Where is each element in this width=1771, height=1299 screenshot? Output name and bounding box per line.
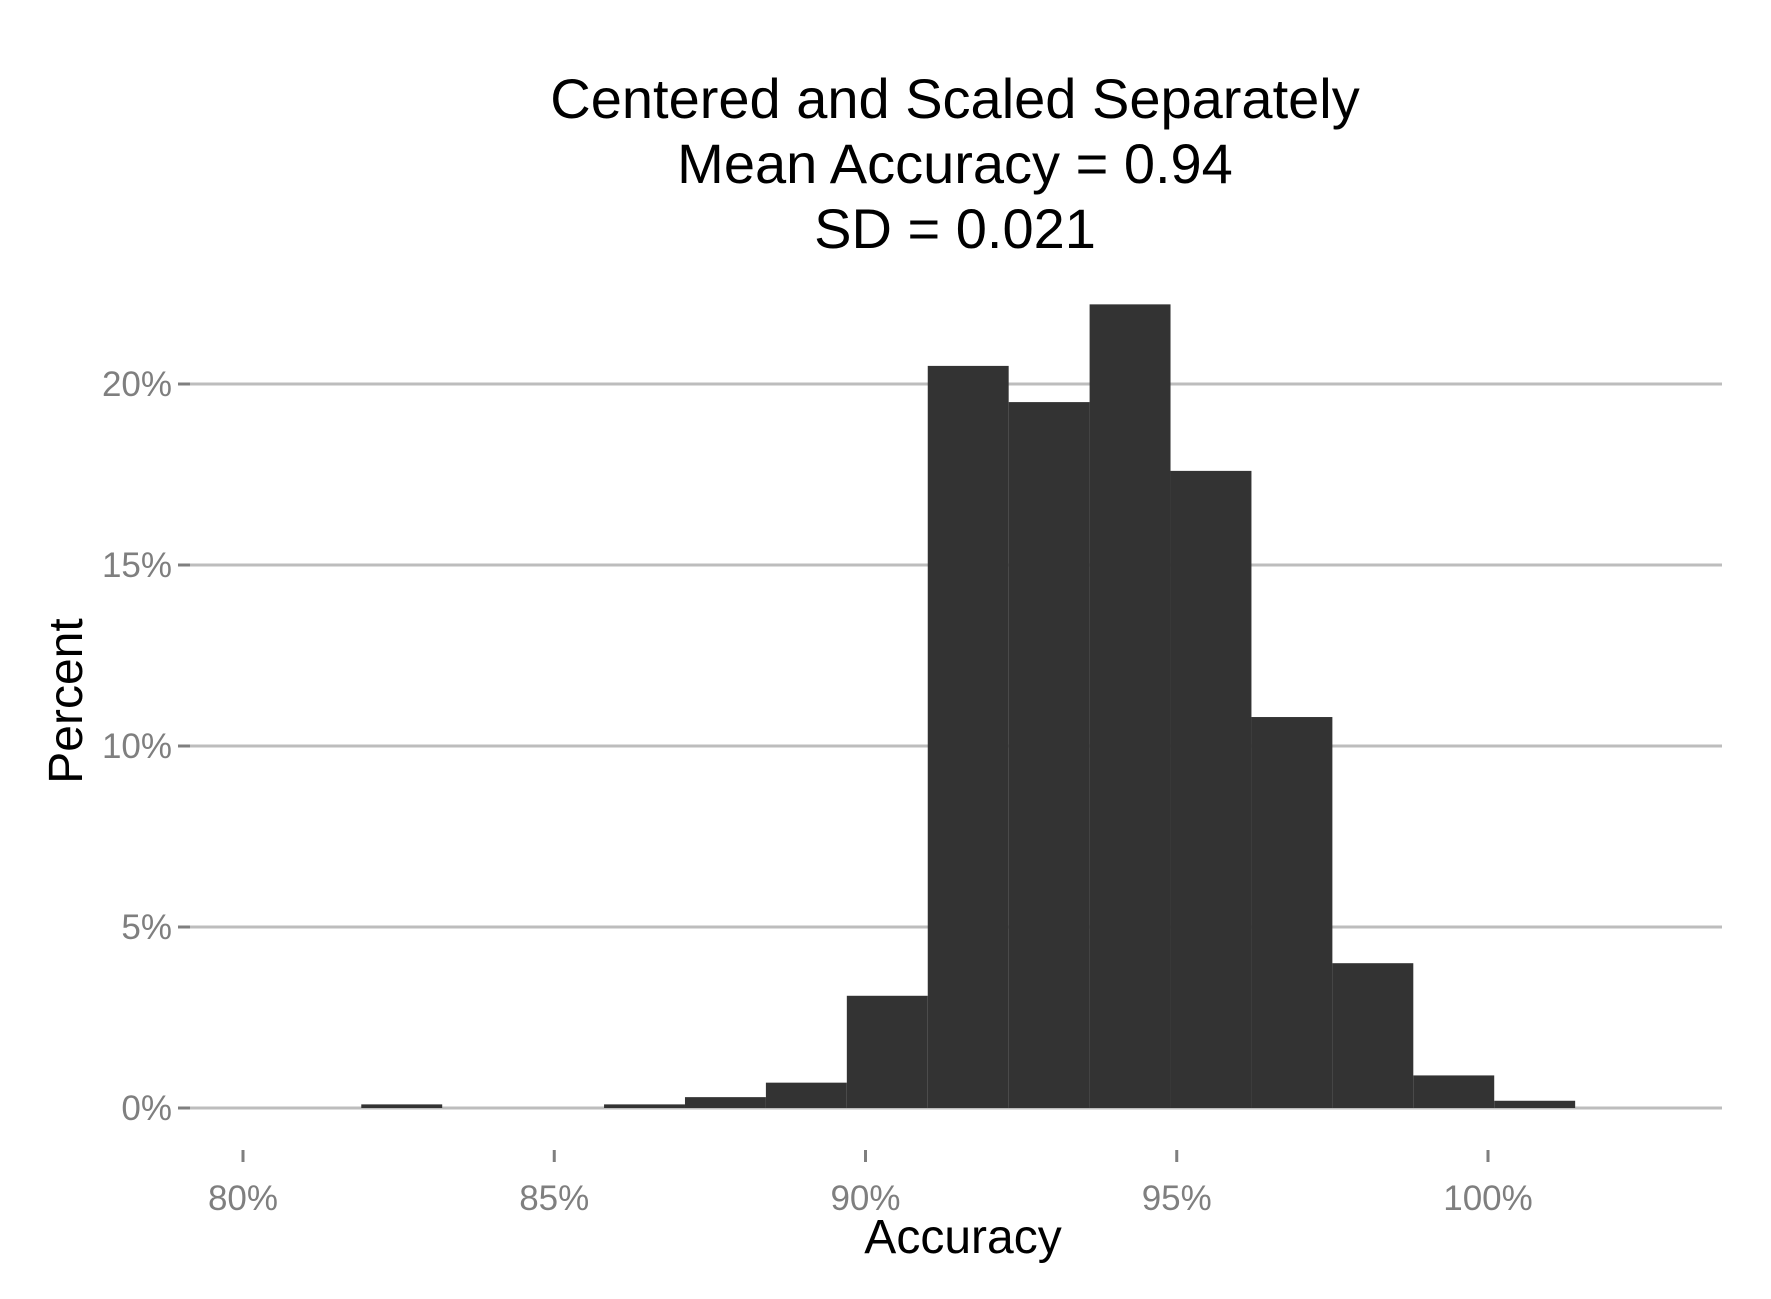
histogram-bar [1413, 1075, 1495, 1108]
x-tick-label: 85% [519, 1179, 589, 1218]
histogram-bar [927, 365, 1009, 1108]
histogram-bar [1494, 1100, 1576, 1108]
y-tick-label: 10% [102, 727, 172, 766]
chart-title: Centered and Scaled Separately Mean Accu… [550, 67, 1359, 260]
histogram-bar [1008, 402, 1090, 1109]
y-tick-label: 5% [121, 908, 172, 947]
histogram-bar [1332, 963, 1414, 1108]
histogram-bar [1170, 470, 1252, 1108]
x-tick-label: 95% [1142, 1179, 1212, 1218]
chart-title-line-3: SD = 0.021 [814, 197, 1096, 260]
x-axis-title: Accuracy [864, 1211, 1061, 1264]
x-axis: 80% 85% 90% 95% 100% [208, 1150, 1533, 1218]
y-tick-label: 20% [102, 365, 172, 404]
histogram-bar [846, 995, 928, 1108]
chart-title-line-2: Mean Accuracy = 0.94 [677, 132, 1233, 195]
histogram-bar [604, 1104, 685, 1108]
y-axis-title: Percent [40, 618, 93, 783]
x-tick-label: 80% [208, 1179, 278, 1218]
histogram-bar [1251, 717, 1333, 1108]
x-tick-label: 90% [830, 1179, 900, 1218]
histogram-bar [1089, 304, 1171, 1108]
y-axis: 0% 5% 10% 15% 20% [102, 365, 190, 1128]
y-tick-label: 15% [102, 546, 172, 585]
histogram-bars [361, 304, 1576, 1109]
histogram-bar [684, 1097, 766, 1108]
chart-title-line-1: Centered and Scaled Separately [550, 67, 1359, 130]
histogram-bar [765, 1082, 847, 1108]
x-tick-label: 100% [1443, 1179, 1533, 1218]
y-tick-label: 0% [121, 1089, 172, 1128]
histogram-bar [361, 1104, 443, 1108]
